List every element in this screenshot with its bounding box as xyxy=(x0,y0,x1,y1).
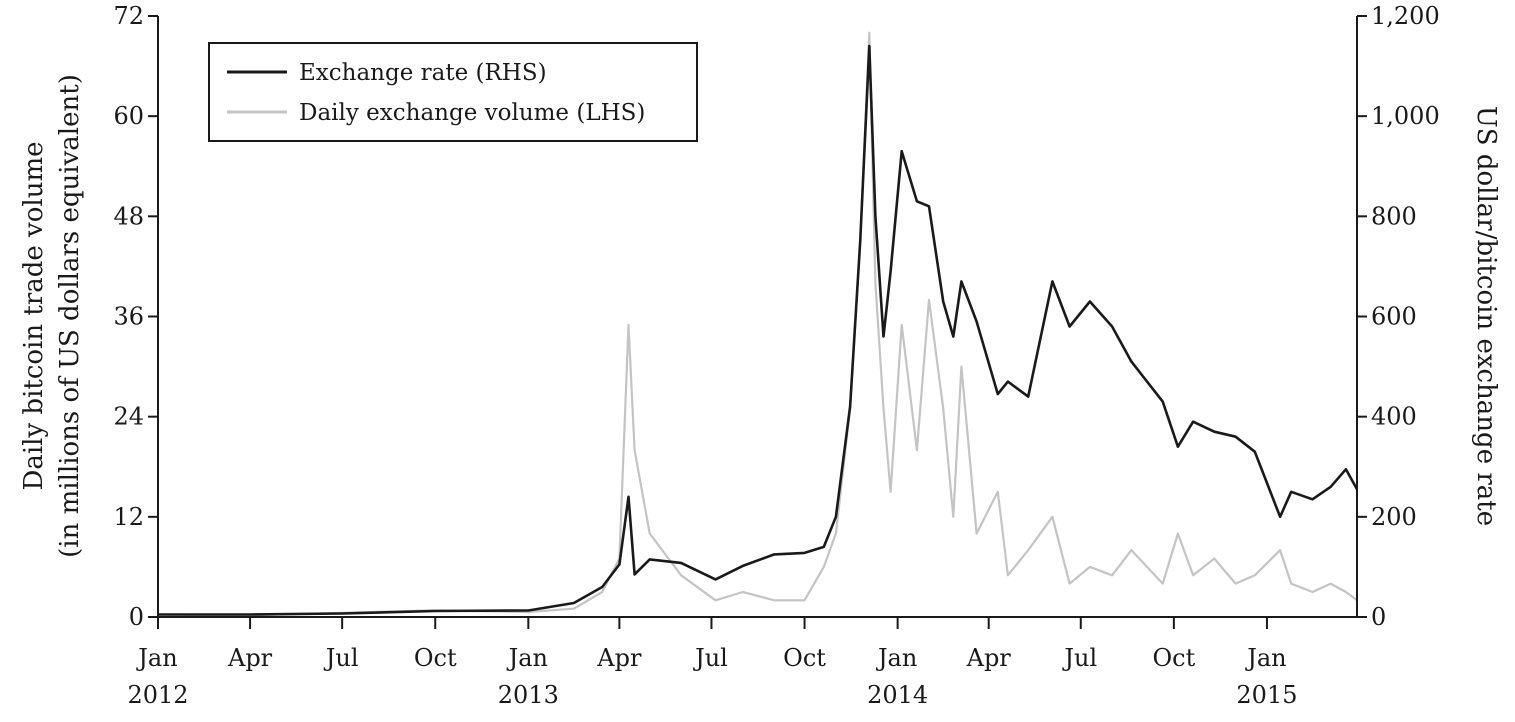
legend-label-exchange-rate: Exchange rate (RHS) xyxy=(299,60,547,86)
x-tick-year-label: 2015 xyxy=(1236,681,1297,709)
x-tick-label: Jul xyxy=(1061,644,1097,672)
right-tick-label: 600 xyxy=(1371,303,1417,331)
x-tick-label: Apr xyxy=(227,644,273,672)
x-tick-label: Jan xyxy=(875,644,917,672)
right-axis-ticks: 0 200 400 600 800 1,000 1,200 xyxy=(1357,2,1440,631)
series-line-exchange-rate xyxy=(158,44,1359,616)
left-axis-title-line2: (in millions of US dollars equivalent) xyxy=(55,74,85,558)
x-tick-year-label: 2014 xyxy=(867,681,928,709)
plot-area xyxy=(157,31,1359,617)
right-tick-label: 400 xyxy=(1371,403,1417,431)
right-tick-label: 800 xyxy=(1371,202,1417,230)
x-tick-label: Apr xyxy=(966,644,1012,672)
x-axis-ticks: Jan 2012 Apr Jul Oct Jan 2013 Apr Jul Oct Jan 2014 A… xyxy=(127,617,1297,709)
x-tick-year-label: 2012 xyxy=(127,681,188,709)
left-tick-label: 48 xyxy=(113,202,144,230)
left-tick-label: 12 xyxy=(113,503,144,531)
right-tick-label: 200 xyxy=(1371,503,1417,531)
legend-box xyxy=(208,42,698,142)
x-tick-label: Jan xyxy=(135,644,177,672)
x-tick-label: Jul xyxy=(323,644,359,672)
left-axis-title-line1: Daily bitcoin trade volume xyxy=(19,142,49,491)
left-tick-label: 24 xyxy=(113,403,144,431)
right-tick-label: 0 xyxy=(1371,603,1386,631)
x-tick-label: Jan xyxy=(1244,644,1286,672)
x-tick-year-label: 2013 xyxy=(498,681,559,709)
x-tick-label: Jul xyxy=(692,644,728,672)
x-tick-label: Oct xyxy=(414,644,457,672)
left-tick-label: 60 xyxy=(113,102,144,130)
series-line-daily-exchange-volume xyxy=(157,31,1358,617)
legend: Exchange rate (RHS) Daily exchange volum… xyxy=(208,42,698,142)
x-tick-label: Oct xyxy=(1152,644,1195,672)
left-tick-label: 72 xyxy=(113,2,144,30)
right-tick-label: 1,000 xyxy=(1371,102,1440,130)
x-tick-label: Apr xyxy=(596,644,642,672)
axes: 0 12 24 36 48 60 72 0 200 400 600 800 1,000 1,200 Ja… xyxy=(113,2,1439,709)
left-axis-ticks: 0 12 24 36 48 60 72 xyxy=(113,2,158,631)
right-tick-label: 1,200 xyxy=(1371,2,1440,30)
left-tick-label: 0 xyxy=(129,603,144,631)
left-tick-label: 36 xyxy=(113,303,144,331)
x-tick-label: Oct xyxy=(783,644,826,672)
legend-label-daily-exchange-volume: Daily exchange volume (LHS) xyxy=(299,100,645,126)
right-axis-title: US dollar/bitcoin exchange rate xyxy=(1471,106,1501,526)
x-tick-label: Jan xyxy=(506,644,548,672)
